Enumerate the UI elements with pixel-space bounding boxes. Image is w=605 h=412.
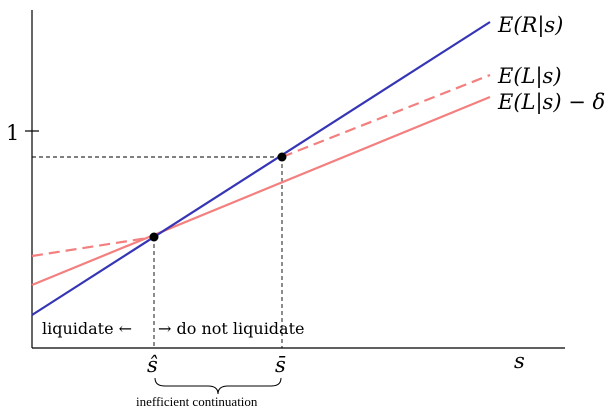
tick-s-hat: ŝ [147,353,158,377]
tick-s-bar: s̄ [275,353,286,377]
x-axis-label: s [514,349,525,373]
y-tick-label: 1 [6,121,19,145]
brace-caption: inefficient continuation [136,394,258,409]
liquidate-text: liquidate ← [42,319,132,338]
label-l-delta: E(L|s) − δ [497,90,605,115]
no-liquidate-text: → do not liquidate [158,319,304,338]
label-r: E(R|s) [497,13,563,38]
continuation-brace [154,377,282,395]
line-l-dashed-segment-upper [281,73,491,159]
intersection-s-hat [149,232,159,242]
line-r [31,21,491,316]
label-l: E(L|s) [497,64,562,89]
line-l-dashed-segment [31,235,155,258]
line-l-minus-delta [31,95,491,287]
intersection-s-bar [277,152,287,162]
